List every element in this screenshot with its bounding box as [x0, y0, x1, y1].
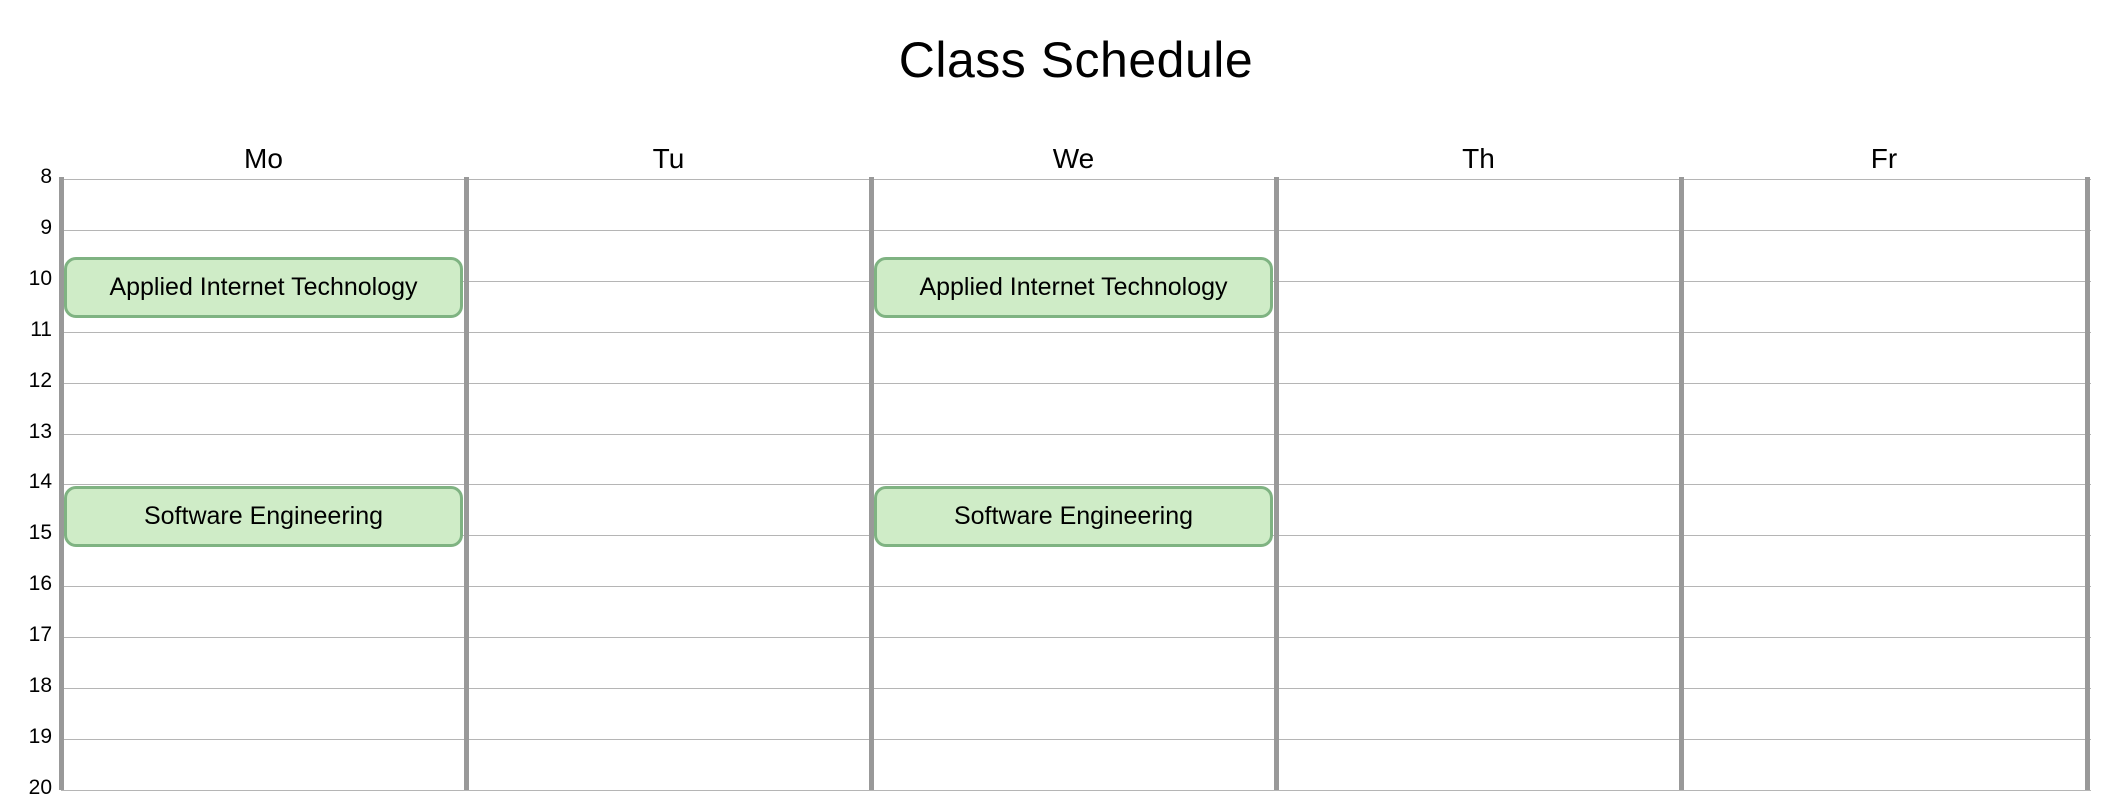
- hour-label: 14: [28, 470, 52, 494]
- day-header-tu: Tu: [652, 143, 685, 174]
- hour-label: 8: [40, 165, 52, 188]
- hour-gridline: [61, 382, 2091, 384]
- day-separator: [2085, 177, 2090, 790]
- day-header-th: Th: [1462, 143, 1495, 174]
- class-event[interactable]: Software Engineering: [874, 486, 1273, 548]
- day-separator: [869, 177, 874, 790]
- day-header-fr: Fr: [1870, 143, 1898, 174]
- hour-label: 20: [28, 775, 52, 799]
- class-event[interactable]: Applied Internet Technology: [874, 257, 1273, 319]
- hour-gridline: [61, 433, 2091, 435]
- hour-label: 13: [28, 419, 52, 443]
- hour-gridline: [61, 179, 2091, 180]
- hour-gridline: [61, 484, 2091, 486]
- hour-label: 9: [40, 215, 52, 239]
- hour-label: 18: [28, 674, 52, 697]
- class-event[interactable]: Applied Internet Technology: [64, 257, 463, 319]
- hour-gridline: [61, 586, 2091, 588]
- hour-label: 10: [28, 266, 52, 290]
- day-separator: [59, 177, 64, 790]
- hour-label: 19: [28, 724, 52, 748]
- hour-gridline: [61, 229, 2091, 231]
- day-header-we: We: [1052, 143, 1095, 174]
- hour-label: 17: [28, 623, 52, 647]
- day-separator: [464, 177, 469, 790]
- hour-gridline: [61, 789, 2091, 791]
- class-event[interactable]: Software Engineering: [64, 486, 463, 548]
- day-separator: [1679, 177, 1684, 790]
- hour-gridline: [61, 738, 2091, 740]
- hour-label: 15: [28, 521, 52, 545]
- schedule-title: Class Schedule: [898, 32, 1254, 88]
- hour-label: 12: [28, 368, 52, 392]
- hour-gridline: [61, 331, 2091, 333]
- hour-gridline: [61, 688, 2091, 689]
- day-separator: [1274, 177, 1279, 790]
- hour-label: 11: [30, 317, 52, 341]
- hour-label: 16: [28, 572, 52, 596]
- day-header-mo: Mo: [244, 143, 283, 174]
- hour-gridline: [61, 637, 2091, 639]
